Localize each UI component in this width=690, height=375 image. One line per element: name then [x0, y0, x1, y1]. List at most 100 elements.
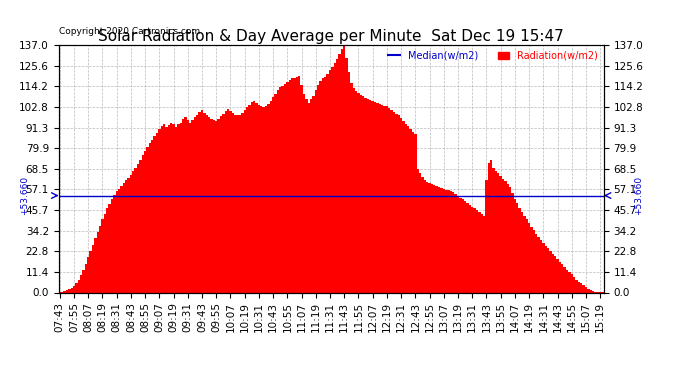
Bar [381, 105, 384, 292]
Bar [310, 99, 313, 292]
Bar [241, 113, 244, 292]
Bar [506, 184, 509, 292]
Bar [359, 94, 362, 292]
Bar [419, 173, 422, 292]
Bar [153, 136, 156, 292]
Bar [66, 290, 68, 292]
Bar [275, 94, 277, 292]
Bar [288, 80, 291, 292]
Bar [485, 180, 488, 292]
Bar [538, 237, 540, 292]
Bar [258, 105, 260, 292]
Bar [113, 195, 115, 292]
Bar [179, 123, 182, 292]
Bar [92, 244, 95, 292]
Bar [516, 203, 518, 292]
Bar [357, 93, 359, 292]
Bar [391, 110, 393, 292]
Bar [315, 90, 317, 292]
Bar [402, 121, 404, 292]
Bar [459, 198, 462, 292]
Bar [341, 49, 343, 292]
Bar [504, 182, 506, 292]
Bar [95, 238, 97, 292]
Bar [473, 209, 476, 292]
Bar [367, 99, 369, 292]
Bar [156, 133, 158, 292]
Bar [272, 98, 275, 292]
Bar [319, 81, 322, 292]
Bar [222, 114, 224, 292]
Bar [353, 88, 355, 292]
Bar [551, 254, 554, 292]
Bar [400, 118, 402, 292]
Bar [237, 116, 239, 292]
Bar [326, 74, 329, 292]
Bar [282, 86, 284, 292]
Bar [407, 126, 409, 292]
Bar [123, 183, 125, 292]
Bar [535, 234, 538, 292]
Bar [414, 134, 417, 292]
Bar [376, 103, 379, 292]
Bar [149, 144, 151, 292]
Bar [585, 287, 587, 292]
Bar [544, 246, 547, 292]
Bar [182, 119, 184, 292]
Bar [250, 102, 253, 292]
Bar [431, 184, 433, 292]
Bar [210, 119, 213, 292]
Bar [409, 129, 412, 292]
Bar [578, 282, 580, 292]
Bar [440, 188, 442, 292]
Bar [87, 257, 90, 292]
Bar [163, 124, 166, 292]
Bar [73, 286, 75, 292]
Bar [253, 101, 255, 292]
Bar [433, 185, 435, 292]
Bar [445, 189, 447, 292]
Bar [317, 85, 319, 292]
Bar [115, 191, 118, 292]
Bar [77, 280, 80, 292]
Bar [457, 196, 459, 292]
Bar [346, 58, 348, 292]
Bar [480, 214, 483, 292]
Bar [111, 200, 113, 292]
Bar [146, 147, 149, 292]
Bar [204, 113, 206, 292]
Bar [132, 171, 135, 292]
Bar [125, 180, 128, 292]
Text: +53.660: +53.660 [20, 176, 29, 215]
Bar [549, 251, 551, 292]
Bar [488, 164, 490, 292]
Bar [70, 288, 73, 292]
Bar [217, 119, 220, 292]
Bar [502, 178, 504, 292]
Bar [172, 124, 175, 292]
Bar [589, 290, 592, 292]
Bar [511, 193, 513, 292]
Bar [128, 178, 130, 292]
Bar [168, 125, 170, 292]
Bar [426, 182, 428, 292]
Bar [120, 186, 123, 292]
Bar [333, 63, 336, 292]
Bar [186, 120, 189, 292]
Bar [379, 104, 381, 292]
Bar [559, 262, 561, 292]
Bar [493, 168, 495, 292]
Bar [521, 212, 523, 292]
Bar [135, 168, 137, 292]
Bar [175, 127, 177, 292]
Bar [130, 175, 132, 292]
Bar [177, 124, 179, 292]
Bar [227, 109, 229, 292]
Bar [336, 58, 338, 292]
Bar [495, 171, 497, 292]
Bar [189, 123, 191, 292]
Bar [561, 264, 564, 292]
Bar [447, 190, 450, 292]
Bar [509, 187, 511, 292]
Bar [246, 107, 248, 292]
